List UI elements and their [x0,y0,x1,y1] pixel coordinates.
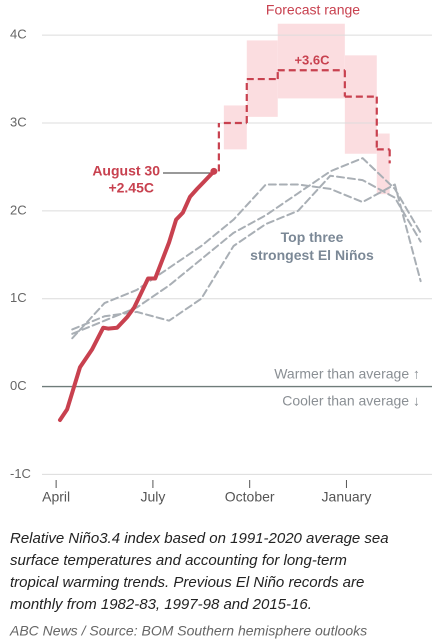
el-nino-line [71,183,422,340]
y-tick-label: 4C [10,27,27,42]
x-tick-label: July [140,489,165,505]
annotation: Cooler than average ↓ [282,393,420,409]
y-tick-label: -1C [10,466,31,481]
forecast-range [344,55,377,154]
y-tick-label: 1C [10,290,27,305]
annotation: Warmer than average ↑ [274,366,420,382]
observed-end [210,167,218,175]
caption: Relative Niño3.4 index based on 1991-202… [10,530,389,547]
y-tick-label: 2C [10,202,27,217]
caption: monthly from 1982-83, 1997-98 and 2015-1… [10,596,312,613]
x-tick-label: April [42,489,70,505]
peak-label: +3.6C [294,52,330,67]
el-nino-line [71,157,422,335]
el-nino-label: Top three strongest El Niños [250,229,374,263]
observed-value-label: +2.45C [108,180,154,196]
y-tick-label: 3C [10,114,27,129]
x-tick-label: October [225,489,275,505]
observed-label: August 30 [92,163,160,179]
caption: tropical warming trends. Previous El Niñ… [10,574,364,591]
forecast-label: Forecast range [266,2,360,18]
x-tick-label: January [322,489,372,505]
forecast-range [277,23,345,99]
forecast-range [376,133,390,195]
observed-line [58,169,216,422]
forecast-range [223,105,247,150]
source: ABC News / Source: BOM Southern hemisphe… [9,623,367,639]
caption: surface temperatures and accounting for … [10,552,347,569]
y-tick-label: 0C [10,378,27,393]
